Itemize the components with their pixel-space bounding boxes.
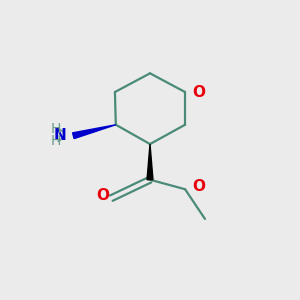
Text: O: O — [96, 188, 109, 203]
Text: O: O — [193, 179, 206, 194]
Text: H: H — [50, 134, 61, 148]
Text: O: O — [193, 85, 206, 100]
Text: H: H — [50, 122, 61, 136]
Polygon shape — [147, 144, 153, 180]
Polygon shape — [73, 125, 116, 139]
Text: N: N — [54, 128, 67, 142]
